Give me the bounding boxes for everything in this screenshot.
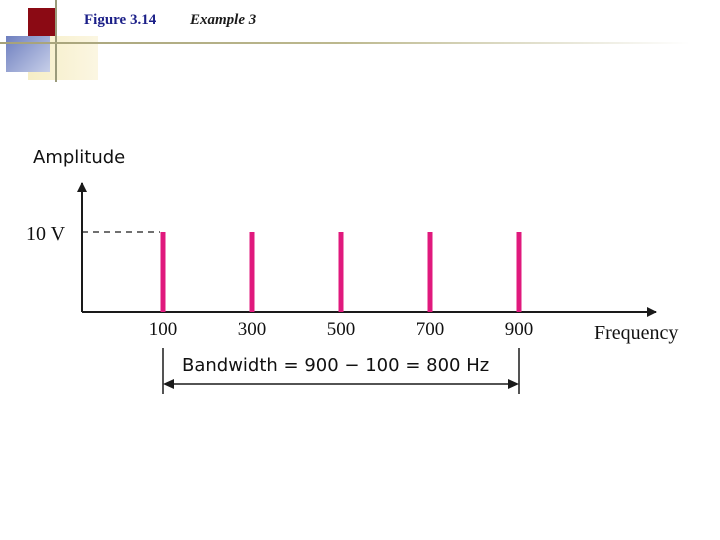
x-tick-label-300: 300 [238, 319, 267, 340]
y-tick-label: 10 V [26, 223, 66, 245]
x-tick-label-100: 100 [149, 319, 178, 340]
spectrum-bar-500 [338, 232, 344, 312]
bars-group [160, 232, 522, 312]
x-tick-label-900: 900 [505, 319, 534, 340]
y-axis-label: Amplitude [33, 147, 125, 168]
spectrum-bar-900 [516, 232, 522, 312]
spectrum-bar-100 [160, 232, 166, 312]
bandwidth-label: Bandwidth = 900 − 100 = 800 Hz [182, 355, 489, 376]
figure-title: Example 3 [190, 12, 257, 28]
bandwidth-annotation [162, 348, 520, 394]
x-ticks-group: 100 300 500 700 900 [149, 319, 534, 340]
x-tick-label-500: 500 [327, 319, 356, 340]
bandwidth-right-arrow [508, 379, 519, 389]
decor-vertical-line [55, 0, 57, 82]
x-axis-label: Frequency [594, 322, 678, 344]
spectrum-bar-300 [249, 232, 255, 312]
figure-label: Figure 3.14 [84, 12, 157, 28]
x-tick-label-700: 700 [416, 319, 445, 340]
bandwidth-left-arrow [163, 379, 174, 389]
spectrum-bar-700 [427, 232, 433, 312]
decor-horizontal-line [0, 42, 690, 44]
decor-red-square [28, 8, 55, 36]
